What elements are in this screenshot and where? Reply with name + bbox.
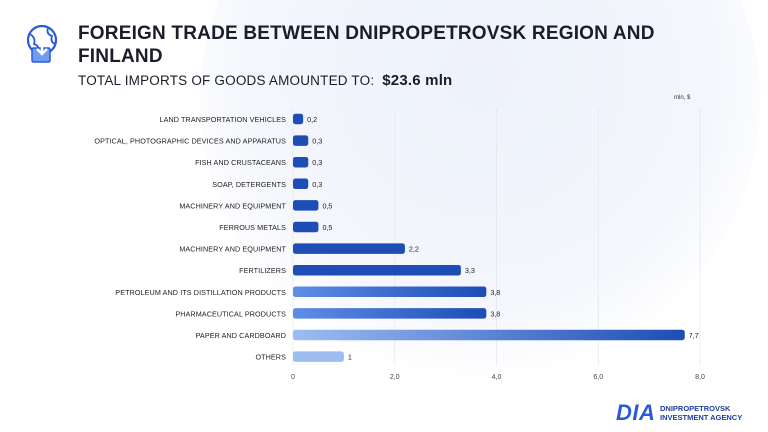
- bar: [293, 264, 461, 276]
- unit-label: mln, $: [674, 95, 691, 101]
- bar: [293, 308, 487, 319]
- subtitle-total-value: $23.6 mln: [382, 72, 453, 89]
- x-tick-label: 8,0: [695, 374, 705, 381]
- category-label: PHARMACEUTICAL PRODUCTS: [175, 309, 286, 318]
- page-subtitle: TOTAL IMPORTS OF GOODS AMOUNTED TO: $23.…: [78, 72, 452, 89]
- bar: [293, 113, 304, 125]
- value-label: 2,2: [409, 245, 419, 254]
- x-tick-label: 0: [291, 374, 295, 381]
- dia-logo-mark: DIA: [616, 400, 656, 425]
- bar: [293, 221, 319, 233]
- value-label: 0,5: [322, 201, 332, 210]
- agency-logo: DIA DNIPROPETROVSK INVESTMENT AGENCY: [616, 400, 756, 428]
- value-label: 0,5: [322, 223, 332, 232]
- bar: [293, 243, 405, 254]
- x-tick-label: 6,0: [593, 374, 603, 381]
- bar: [293, 200, 319, 211]
- bar: [293, 286, 487, 298]
- value-label: 0,3: [312, 137, 322, 146]
- bar: [293, 351, 344, 362]
- category-label: FERTILIZERS: [239, 266, 286, 275]
- bar: [293, 178, 309, 190]
- value-label: 0,3: [312, 180, 322, 189]
- value-label: 0,3: [312, 158, 322, 167]
- page-title: FOREIGN TRADE BETWEEN DNIPROPETROVSK REG…: [78, 23, 655, 67]
- value-label: 3,8: [490, 288, 500, 297]
- x-tick-label: 4,0: [492, 374, 502, 381]
- value-label: 3,8: [490, 309, 500, 318]
- value-label: 3,3: [465, 266, 475, 275]
- category-label: SOAP, DETERGENTS: [212, 180, 286, 189]
- category-label: OPTICAL, PHOTOGRAPHIC DEVICES AND APPARA…: [94, 137, 286, 146]
- trade-globe-icon: [26, 24, 58, 63]
- agency-name: DNIPROPETROVSK INVESTMENT AGENCY: [660, 404, 742, 422]
- category-label: MACHINERY AND EQUIPMENT: [179, 245, 286, 254]
- category-label: LAND TRANSPORTATION VEHICLES: [160, 115, 287, 124]
- agency-name-line2: INVESTMENT AGENCY: [660, 413, 743, 422]
- bar: [293, 329, 685, 341]
- bar: [293, 135, 309, 146]
- agency-name-line1: DNIPROPETROVSK: [660, 404, 731, 413]
- value-label: 0,2: [307, 115, 317, 124]
- category-label: FERROUS METALS: [219, 223, 286, 232]
- subtitle-label: TOTAL IMPORTS OF GOODS AMOUNTED TO:: [78, 73, 375, 88]
- category-label: PETROLEUM AND ITS DISTILLATION PRODUCTS: [115, 288, 286, 297]
- category-label: FISH AND CRUSTACEANS: [195, 158, 286, 167]
- value-label: 7,7: [689, 331, 699, 340]
- category-label: OTHERS: [255, 353, 286, 362]
- value-label: 1: [348, 353, 352, 362]
- x-tick-label: 2,0: [390, 374, 400, 381]
- category-label: PAPER AND CARDBOARD: [196, 331, 286, 340]
- category-label: MACHINERY AND EQUIPMENT: [179, 201, 286, 210]
- bar: [293, 156, 309, 168]
